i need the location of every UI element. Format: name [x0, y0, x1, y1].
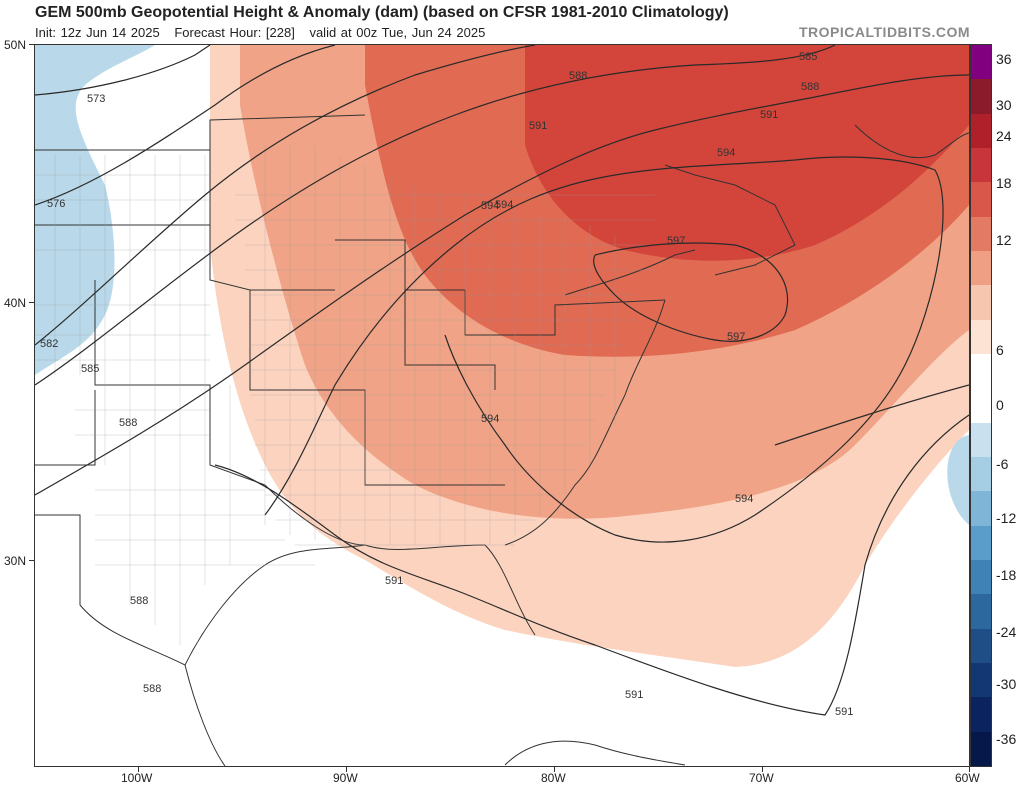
colorbar-segment: [971, 353, 991, 389]
contour-label-591: 591: [385, 575, 403, 587]
contour-594: [264, 156, 944, 543]
contour-label-597: 597: [667, 235, 685, 247]
colorbar-segment: [971, 731, 991, 766]
lon-tick-60w: [969, 767, 970, 772]
contour-label-591-ne: 591: [529, 120, 547, 132]
lon-label-70w: 70W: [749, 771, 774, 785]
lat-label-40n: 40N: [4, 296, 27, 310]
forecast-hour: Forecast Hour: [228]: [174, 25, 295, 40]
colorbar-segment: [971, 594, 991, 629]
colorbar-segment: [971, 628, 991, 663]
contour-label-594: 594: [495, 199, 513, 211]
colorbar-segment: [971, 319, 991, 354]
colorbar-segment: [971, 147, 991, 183]
colorbar-label: 0: [996, 397, 1004, 413]
colorbar-segment: [971, 662, 991, 698]
contour-label-588-mexico: 588: [130, 595, 148, 607]
contour-label-594-atlantic: 594: [735, 493, 753, 505]
county-grid: [35, 145, 655, 645]
contour-label-597-east: 597: [727, 331, 745, 343]
lon-tick-90w: [346, 767, 347, 772]
contour-label-594-se: 594: [481, 413, 499, 425]
contour-labels: 573 576 582 585 588 591 594 597 585 588 …: [40, 51, 853, 718]
colorbar-segment: [971, 456, 991, 492]
contour-label-591-maine: 591: [760, 109, 778, 121]
colorbar-label: -24: [996, 624, 1017, 640]
anomaly-map: 573 576 582 585 588 591 594 597 585 588 …: [34, 44, 970, 767]
lon-label-60w: 60W: [955, 771, 980, 785]
contour-label-591-south: 591: [835, 706, 853, 718]
contour-576: [35, 45, 336, 206]
anomaly-strong-positive-area: [525, 45, 969, 261]
anomaly-colorbar: [970, 44, 992, 767]
lat-label-50n: 50N: [4, 38, 27, 52]
lat-tick-40n: [29, 302, 35, 303]
colorbar-segment: [971, 491, 991, 526]
lat-tick-30n: [29, 560, 35, 561]
contour-label-594-ne: 594: [717, 147, 735, 159]
colorbar-segment: [971, 422, 991, 457]
contour-591-east: [774, 384, 969, 446]
lon-tick-70w: [762, 767, 763, 772]
anomaly-shading: [35, 45, 969, 667]
anomaly-negative-atlantic-area: [947, 435, 969, 525]
lon-label-100w: 100W: [121, 771, 153, 785]
init-time: Init: 12z Jun 14 2025: [35, 25, 160, 40]
contour-label-591-caribbean: 591: [625, 689, 643, 701]
colorbar-segment: [971, 182, 991, 217]
lon-tick-80w: [554, 767, 555, 772]
colorbar-segment: [971, 250, 991, 286]
colorbar-segment: [971, 113, 991, 148]
colorbar-segment: [971, 559, 991, 595]
map-canvas: 573 576 582 585 588 591 594 597 585 588 …: [35, 45, 969, 766]
contour-585: [35, 45, 836, 386]
contour-label-585: 585: [81, 363, 99, 375]
valid-time: valid at 00z Tue, Jun 24 2025: [309, 25, 486, 40]
colorbar-label: -12: [996, 510, 1017, 526]
colorbar-segment: [971, 388, 991, 423]
lat-label-30n: 30N: [4, 554, 27, 568]
colorbar-segment: [971, 45, 991, 80]
colorbar-segment: [971, 525, 991, 560]
contour-label-576: 576: [47, 198, 65, 210]
contour-label-588: 588: [119, 417, 137, 429]
colorbar-label: 6: [996, 342, 1004, 358]
map-subtitle: Init: 12z Jun 14 2025 Forecast Hour: [22…: [35, 25, 495, 40]
contour-label-573: 573: [87, 93, 105, 105]
colorbar-label: 36: [996, 51, 1012, 67]
colorbar-label: -30: [996, 676, 1017, 692]
contour-label-585-ne: 585: [799, 51, 817, 63]
contour-582: [35, 45, 536, 346]
colorbar-segment: [971, 285, 991, 320]
contour-588: [35, 74, 969, 496]
lat-tick-50n: [29, 44, 35, 45]
colorbar-segment: [971, 79, 991, 114]
colorbar-label: 18: [996, 175, 1012, 191]
colorbar-label: -6: [996, 456, 1009, 472]
map-title: GEM 500mb Geopotential Height & Anomaly …: [35, 4, 729, 21]
contour-573: [35, 45, 211, 96]
colorbar-label: 30: [996, 97, 1012, 113]
colorbar-label: -36: [996, 731, 1017, 747]
colorbar-segment: [971, 697, 991, 732]
colorbar-label: -18: [996, 567, 1017, 583]
contour-label-588-mexico2: 588: [143, 683, 161, 695]
colorbar-label: 24: [996, 128, 1012, 144]
lon-tick-100w: [138, 767, 139, 772]
contour-597: [593, 242, 789, 342]
contour-label-588-ne: 588: [569, 70, 587, 82]
colorbar-label: 12: [996, 232, 1012, 248]
anomaly-negative-west-area: [35, 45, 155, 375]
contour-591: [214, 414, 969, 716]
contour-label-582: 582: [40, 338, 58, 350]
site-credit: TROPICALTIDBITS.COM: [798, 24, 970, 40]
contour-label-594-mid: 594: [481, 200, 499, 212]
height-contours: [35, 45, 969, 716]
contour-label-588-ne2: 588: [801, 81, 819, 93]
colorbar-segment: [971, 216, 991, 251]
lon-label-80w: 80W: [541, 771, 566, 785]
lon-label-90w: 90W: [333, 771, 358, 785]
